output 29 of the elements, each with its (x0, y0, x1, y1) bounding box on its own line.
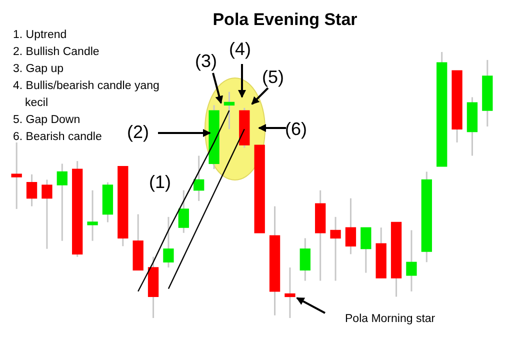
annotation: 4. Bullis/bearish candle yang kecil (13, 79, 160, 111)
annotation: (5) (262, 67, 284, 87)
annotation: (3) (195, 51, 217, 71)
annotation: (4) (229, 39, 251, 59)
annotation: (1) (149, 172, 171, 192)
candlestick (360, 226, 372, 274)
annotation: (6) (285, 119, 307, 139)
annotation: 3. Gap up (13, 62, 64, 77)
candlestick (224, 91, 235, 130)
candlestick (330, 216, 341, 282)
annotation: (2) (127, 122, 149, 142)
chart-title: Pola Evening Star (212, 10, 358, 29)
annotation: 5. Gap Down (13, 113, 80, 128)
candlestick (11, 142, 22, 210)
candlestick (178, 190, 189, 234)
annotation: 6. Bearish candle (13, 130, 102, 145)
candlestick (284, 266, 296, 319)
candlestick (345, 198, 356, 255)
candlestick (42, 178, 52, 250)
candlestick (194, 154, 204, 202)
text: 1. Uptrend (13, 28, 67, 43)
candlestick (300, 237, 310, 282)
annotation: 2. Bullish Candle (13, 45, 100, 60)
candlestick (406, 229, 417, 292)
candlestick (56, 162, 68, 242)
candlestick (26, 174, 38, 208)
candlestick (163, 216, 174, 268)
candlestick (87, 190, 98, 242)
annotation: Pola Morning star (345, 312, 436, 327)
